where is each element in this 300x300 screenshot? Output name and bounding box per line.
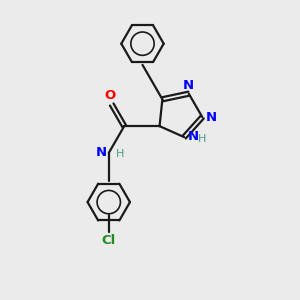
Text: N: N xyxy=(188,130,199,143)
Text: N: N xyxy=(95,146,106,159)
Text: H: H xyxy=(116,149,124,159)
Text: N: N xyxy=(183,79,194,92)
Text: H: H xyxy=(197,134,206,144)
Text: Cl: Cl xyxy=(102,235,116,248)
Text: N: N xyxy=(206,111,217,124)
Text: O: O xyxy=(105,88,116,101)
